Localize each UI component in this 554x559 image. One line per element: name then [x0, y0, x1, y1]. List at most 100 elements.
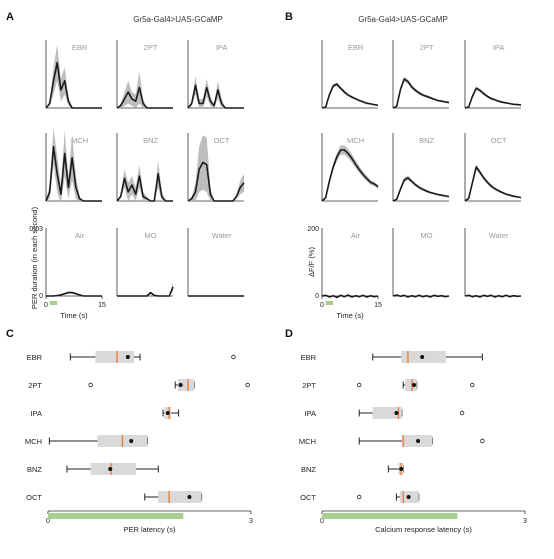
- category-label: EBR: [301, 353, 317, 362]
- box-row-mch: MCH: [299, 435, 485, 447]
- outlier-marker: [88, 382, 93, 388]
- x-tick-label: 15: [98, 302, 106, 309]
- category-label: MCH: [25, 437, 42, 446]
- iqr-box: [90, 463, 136, 475]
- sem-band: [117, 282, 173, 296]
- mean-marker: [108, 467, 113, 471]
- subplot-a-2pt: 2PT: [116, 40, 173, 109]
- subplot-a-air: Air 0.03 00 15 Time (s) PER duration (in each…: [29, 206, 106, 320]
- panel-a-title: Gr5a-Gal4>UAS-GCaMP: [133, 15, 223, 24]
- sem-band: [322, 145, 378, 201]
- series-label: MO: [145, 231, 157, 240]
- mean-trace: [392, 177, 450, 202]
- box-row-oct: OCT: [300, 491, 420, 503]
- series-label: Air: [75, 231, 85, 240]
- series-label: IPA: [216, 43, 228, 52]
- subplot-b-air: Air 200 00 15 Time (s) ΔF/F (%): [307, 226, 382, 320]
- subplot-a-ebr: EBR: [45, 40, 102, 109]
- panel-b-letter: B: [285, 11, 293, 23]
- mean-trace: [392, 294, 450, 298]
- mean-trace: [116, 86, 173, 109]
- outlier-marker: [470, 382, 475, 388]
- subplot-a-oct: OCT: [187, 133, 245, 202]
- mean-marker: [178, 383, 183, 387]
- x-tick-label: 0: [44, 302, 48, 309]
- series-label: OCT: [214, 136, 230, 145]
- series-label: 2PT: [420, 43, 434, 52]
- panel-c: C 0 3 PER latency (s) EBR 2PT IPA MCH BNZ OCT: [6, 328, 253, 534]
- x-axis-label: Time (s): [60, 311, 88, 320]
- subplot-b-ipa: IPA: [464, 40, 522, 109]
- mean-trace: [392, 78, 450, 109]
- subplot-b-oct: OCT: [464, 133, 522, 202]
- mean-trace: [116, 173, 173, 202]
- subplot-b-mo: MO: [392, 228, 450, 298]
- category-label: EBR: [27, 353, 43, 362]
- mean-marker: [394, 411, 399, 415]
- mean-marker: [399, 467, 404, 471]
- mean-trace: [45, 145, 102, 202]
- subplot-b-bnz: BNZ: [392, 133, 450, 202]
- x-axis-label: PER latency (s): [123, 525, 176, 534]
- sem-band: [46, 128, 102, 204]
- stimulus-bar: [325, 301, 334, 305]
- series-label: 2PT: [144, 43, 158, 52]
- series-label: OCT: [491, 136, 507, 145]
- outlier-marker: [480, 438, 485, 444]
- box-row-2pt: 2PT: [28, 379, 250, 391]
- mean-trace: [321, 294, 379, 299]
- iqr-box: [177, 379, 195, 391]
- box-row-bnz: BNZ: [27, 463, 159, 475]
- box-row-bnz: BNZ: [301, 463, 404, 475]
- series-label: EBR: [348, 43, 364, 52]
- series-label: EBR: [72, 43, 88, 52]
- outlier-marker: [231, 354, 236, 360]
- category-label: MCH: [299, 437, 316, 446]
- sem-band: [393, 76, 449, 108]
- mean-trace: [464, 166, 522, 202]
- sem-band: [188, 135, 244, 201]
- box-row-ipa: IPA: [304, 407, 465, 419]
- panel-d: D 0 3 Calcium response latency (s) EBR 2PT IP…: [285, 328, 527, 534]
- series-label: MO: [421, 231, 433, 240]
- iqr-box: [372, 407, 402, 419]
- x-tick-label: 0: [46, 518, 50, 525]
- series-label: Air: [351, 231, 361, 240]
- series-label: Water: [212, 231, 232, 240]
- outlier-marker: [357, 382, 362, 388]
- subplot-a-mch: MCH: [45, 128, 102, 204]
- mean-marker: [412, 383, 417, 387]
- panel-d-letter: D: [285, 328, 293, 340]
- mean-trace: [321, 83, 379, 109]
- mean-marker: [420, 355, 425, 359]
- mean-marker: [187, 495, 192, 499]
- y-tick-label: 0: [315, 293, 319, 300]
- stimulus-bar: [49, 301, 58, 305]
- outlier-marker: [245, 382, 250, 388]
- mean-trace: [464, 87, 522, 109]
- mean-trace: [117, 286, 174, 297]
- box-row-oct: OCT: [26, 491, 203, 503]
- subplot-b-2pt: 2PT: [392, 40, 450, 109]
- x-axis-label: Calcium response latency (s): [375, 525, 472, 534]
- sem-band: [117, 71, 173, 108]
- mean-trace: [187, 84, 244, 109]
- stimulus-bar: [322, 513, 458, 519]
- category-label: OCT: [300, 493, 316, 502]
- x-tick-label: 3: [249, 518, 253, 525]
- sem-band: [117, 160, 173, 201]
- mean-marker: [416, 439, 421, 443]
- y-tick-label: 0: [39, 293, 43, 300]
- category-label: BNZ: [301, 465, 316, 474]
- series-label: MCH: [71, 136, 88, 145]
- subplot-a-ipa: IPA: [187, 40, 244, 109]
- panel-b-title: Gr5a-Gal4>UAS-GCaMP: [358, 15, 448, 24]
- panel-a: A Gr5a-Gal4>UAS-GCaMP EBR 2PT IPA MCH BNZ OCT…: [6, 11, 245, 320]
- subplot-a-bnz: BNZ: [116, 133, 173, 202]
- mean-marker: [125, 355, 130, 359]
- series-label: BNZ: [419, 136, 434, 145]
- y-axis-label: ΔF/F (%): [307, 247, 316, 278]
- y-tick-label: 0.03: [29, 226, 43, 233]
- category-label: 2PT: [302, 381, 316, 390]
